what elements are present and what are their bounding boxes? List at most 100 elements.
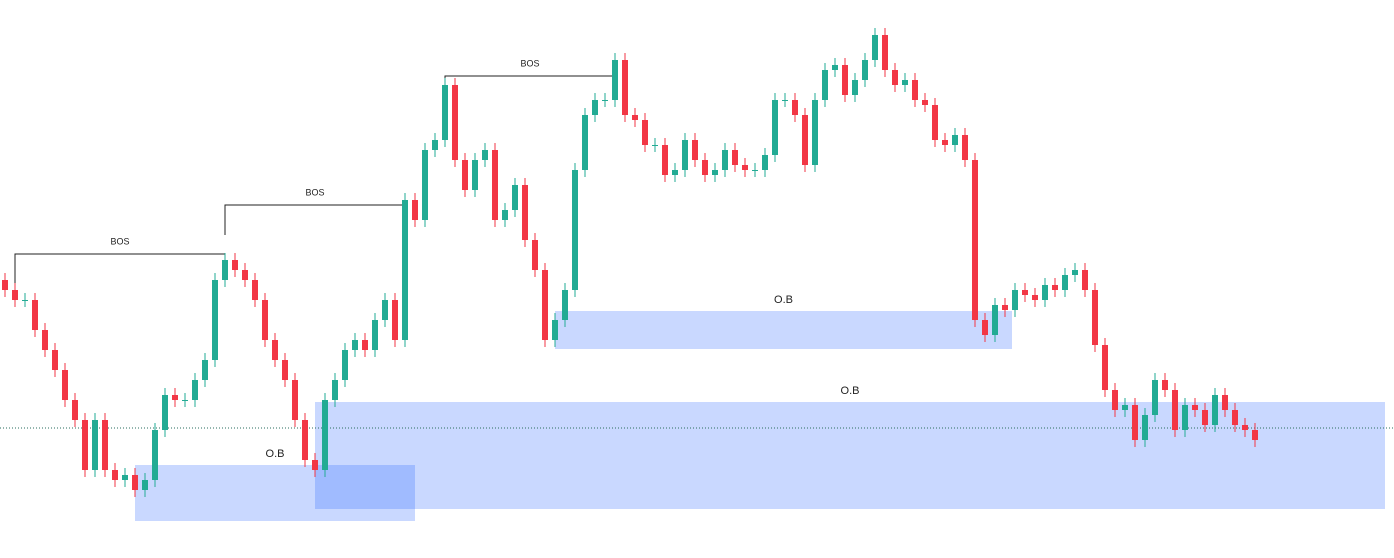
- candle-body: [1122, 405, 1128, 410]
- candle-body: [972, 160, 978, 320]
- candle-body: [932, 105, 938, 140]
- bos-line: [14, 253, 226, 284]
- candle-body: [982, 320, 988, 335]
- candle-body: [182, 400, 188, 401]
- candle-body: [542, 270, 548, 340]
- candle-body: [502, 210, 508, 220]
- candle-body: [352, 340, 358, 350]
- candle-body: [172, 395, 178, 400]
- bos-label: BOS: [110, 236, 129, 246]
- candle-body: [632, 115, 638, 120]
- candle-body: [922, 100, 928, 105]
- candle-body: [702, 160, 708, 175]
- candle-body: [642, 120, 648, 145]
- candle-body: [442, 85, 448, 140]
- candle-body: [1202, 410, 1208, 425]
- candle-body: [282, 360, 288, 380]
- candle-body: [882, 35, 888, 70]
- candle-body: [652, 145, 658, 146]
- candle-body: [1132, 405, 1138, 440]
- candle-body: [2, 280, 8, 290]
- candle-body: [752, 170, 758, 171]
- candle-body: [1062, 275, 1068, 290]
- candle-body: [742, 165, 748, 170]
- candle-body: [412, 200, 418, 220]
- candle-body: [1252, 430, 1258, 440]
- candle-body: [462, 160, 468, 190]
- candle-body: [892, 70, 898, 85]
- candle-body: [1102, 345, 1108, 390]
- candle-body: [132, 475, 138, 490]
- bos-label: BOS: [305, 187, 324, 197]
- candle-body: [112, 470, 118, 480]
- candle-body: [852, 80, 858, 95]
- candle-body: [332, 380, 338, 400]
- candle-body: [992, 305, 998, 335]
- candle-body: [52, 350, 58, 370]
- candle-body: [562, 290, 568, 320]
- candle-body: [302, 420, 308, 460]
- candle-body: [1082, 270, 1088, 290]
- candle-body: [1012, 290, 1018, 310]
- candle-body: [272, 340, 278, 360]
- candle-body: [1042, 285, 1048, 300]
- candle-body: [512, 185, 518, 210]
- candle-body: [372, 320, 378, 350]
- candle-body: [212, 280, 218, 360]
- candle-body: [582, 115, 588, 170]
- candle-body: [1212, 395, 1218, 425]
- candle-body: [812, 100, 818, 165]
- candle-body: [92, 420, 98, 470]
- candle-body: [222, 260, 228, 280]
- candle-body: [152, 430, 158, 480]
- candle-body: [1092, 290, 1098, 345]
- candle-body: [1002, 305, 1008, 310]
- candle-body: [142, 480, 148, 490]
- candle-body: [252, 280, 258, 300]
- candle-body: [1112, 390, 1118, 410]
- candle-body: [602, 100, 608, 101]
- candle-body: [712, 170, 718, 175]
- order-block-zone: [135, 465, 415, 521]
- candle-body: [762, 155, 768, 170]
- candle-body: [32, 300, 38, 330]
- candle-body: [522, 185, 528, 240]
- candle-body: [472, 160, 478, 190]
- candle-body: [322, 400, 328, 470]
- candle-body: [102, 420, 108, 470]
- candle-body: [792, 100, 798, 115]
- candle-body: [432, 140, 438, 150]
- candle-body: [662, 145, 668, 175]
- candle-body: [782, 100, 788, 101]
- candle-body: [732, 150, 738, 165]
- candle-body: [392, 300, 398, 340]
- candle-body: [42, 330, 48, 350]
- zone-label: O.B: [266, 448, 285, 460]
- order-block-zone: [555, 311, 1012, 349]
- candle-body: [232, 260, 238, 270]
- candle-body: [72, 400, 78, 420]
- candle-body: [62, 370, 68, 400]
- candle-body: [362, 340, 368, 350]
- candle-body: [1142, 415, 1148, 440]
- candle-body: [122, 475, 128, 480]
- zone-label: O.B: [841, 385, 860, 397]
- candle-body: [1162, 380, 1168, 390]
- candle-body: [532, 240, 538, 270]
- candle-body: [842, 65, 848, 95]
- candle-body: [902, 80, 908, 85]
- candle-body: [912, 80, 918, 100]
- candle-body: [722, 150, 728, 170]
- candle-body: [622, 60, 628, 115]
- candle-body: [382, 300, 388, 320]
- candle-body: [962, 135, 968, 160]
- candle-body: [672, 170, 678, 175]
- candle-body: [12, 290, 18, 300]
- candle-body: [1052, 285, 1058, 290]
- candle-body: [592, 100, 598, 115]
- candle-body: [1242, 425, 1248, 430]
- candle-body: [342, 350, 348, 380]
- candle-body: [1152, 380, 1158, 415]
- candle-body: [202, 360, 208, 380]
